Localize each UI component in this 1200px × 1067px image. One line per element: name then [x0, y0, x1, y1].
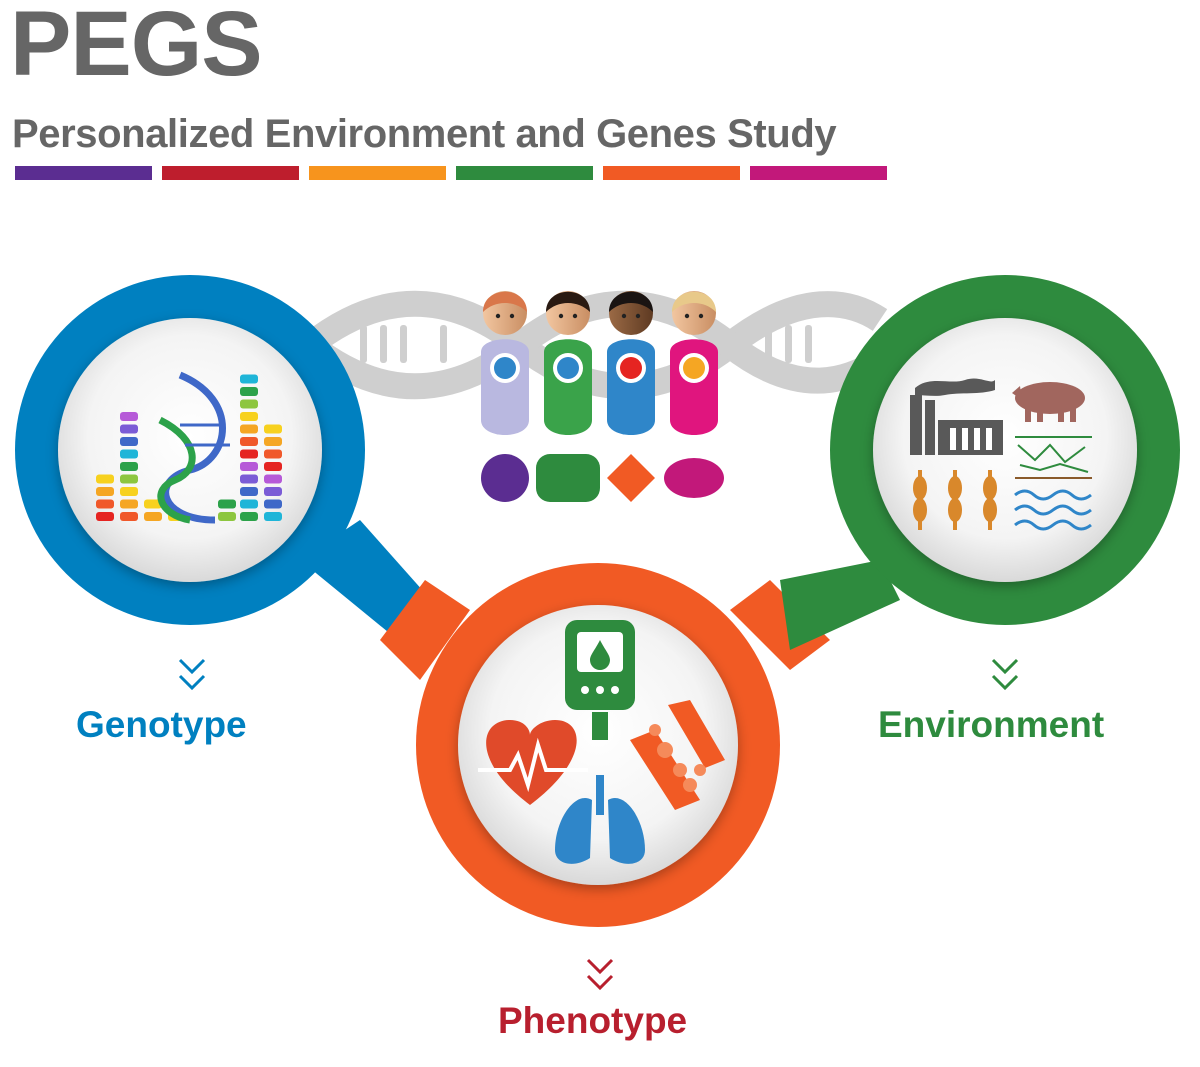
genotype-bar-cell: [264, 437, 282, 446]
genotype-bar-cell: [240, 449, 258, 459]
person-figure: [481, 291, 529, 435]
water-waves-icon: [1014, 489, 1092, 531]
phenotype-node: [416, 563, 780, 927]
genotype-bar-cell: [264, 462, 282, 471]
connector-phenotype-left: [380, 580, 470, 680]
genotype-bar-cell: [120, 449, 138, 459]
page-subtitle: Personalized Environment and Genes Study: [12, 112, 837, 156]
genotype-bar-cell: [120, 412, 138, 421]
color-bar: [15, 166, 152, 180]
glucose-heart-lungs-cells-icon: [478, 620, 725, 864]
genotype-bar-cell: [120, 437, 138, 446]
genotype-bar-cell: [240, 399, 258, 409]
genotype-node: [15, 275, 365, 625]
token-ellipse: [664, 458, 724, 498]
genotype-bar-cell: [264, 499, 282, 509]
genotype-bar-cell: [264, 512, 282, 521]
wheat-icon: [913, 470, 997, 530]
genotype-bar-cell: [120, 512, 138, 521]
color-bar: [162, 166, 299, 180]
genotype-bar-cell: [264, 424, 282, 434]
connector-environment: [780, 560, 900, 650]
genotype-bar-cell: [240, 499, 258, 509]
genotype-bar-cell: [264, 449, 282, 459]
blood-cells-icon: [630, 700, 725, 810]
color-bar: [456, 166, 593, 180]
factory-pig-wheat-water-icon: [910, 378, 1092, 531]
token-circle: [481, 454, 529, 502]
heart-icon: [478, 720, 588, 805]
lungs-icon: [555, 775, 645, 864]
token-diamond: [607, 454, 655, 502]
color-bar: [603, 166, 740, 180]
factory-icon: [910, 378, 1003, 455]
genotype-bar-cell: [96, 499, 114, 509]
person-figure: [607, 291, 655, 435]
color-bar: [750, 166, 887, 180]
page-title: PEGS: [10, 0, 263, 95]
dna-bar-chart-icon: [96, 371, 282, 524]
genotype-bar-cell: [218, 512, 236, 521]
color-bar: [309, 166, 446, 180]
genotype-bar-cell: [240, 374, 258, 384]
color-bar-row: [15, 166, 887, 180]
people-group: [481, 291, 724, 502]
token-rounded-square: [536, 454, 600, 502]
chevron-down-icon: [178, 658, 206, 691]
genotype-bar-cell: [144, 512, 162, 521]
genotype-bar-cell: [264, 487, 282, 496]
genotype-bar-cell: [240, 412, 258, 421]
genotype-bar-cell: [120, 499, 138, 509]
genotype-bar-cell: [144, 499, 162, 509]
person-figure: [544, 291, 592, 435]
genotype-bar-cell: [240, 462, 258, 471]
genotype-bar-cell: [120, 474, 138, 484]
genotype-bar-cell: [240, 474, 258, 484]
genotype-bar-cell: [96, 512, 114, 521]
chevron-down-icon: [586, 958, 614, 991]
genotype-bar-cell: [120, 424, 138, 434]
genotype-bar-cell: [218, 499, 236, 509]
genotype-label: Genotype: [76, 704, 247, 745]
genotype-bar-cell: [240, 387, 258, 396]
genotype-bar-cell: [120, 462, 138, 471]
environment-node: [830, 275, 1180, 625]
genotype-bar-cell: [264, 474, 282, 484]
phenotype-label: Phenotype: [498, 1000, 688, 1041]
connector-phenotype-right: [730, 580, 830, 670]
chevron-down-icon: [991, 658, 1019, 691]
genotype-bar-cell: [96, 487, 114, 496]
pig-icon: [1012, 382, 1085, 422]
genotype-bar-cell: [240, 437, 258, 446]
genotype-bar-cell: [240, 487, 258, 496]
environment-label: Environment: [878, 704, 1105, 745]
genotype-bar-cell: [96, 474, 114, 484]
person-figure: [670, 291, 718, 435]
glucose-meter-icon: [565, 620, 635, 740]
dna-helix-band: [301, 290, 888, 400]
genotype-bar-cell: [240, 424, 258, 434]
genotype-bar-cell: [240, 512, 258, 521]
genotype-bar-cell: [120, 487, 138, 496]
soil-icon: [1015, 436, 1092, 479]
